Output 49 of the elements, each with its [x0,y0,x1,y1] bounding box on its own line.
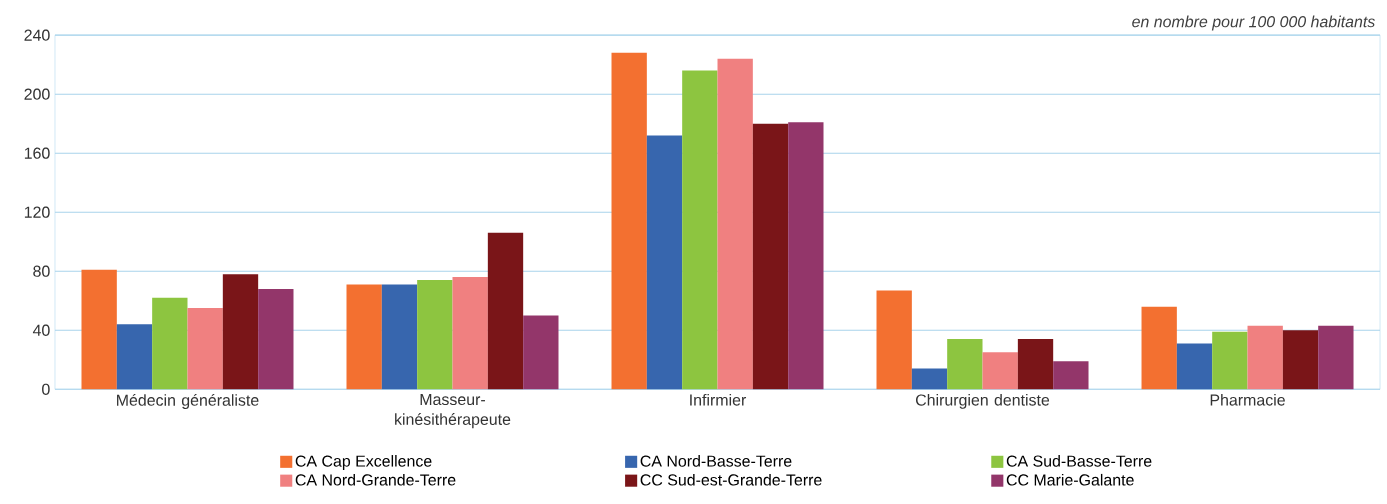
bar [417,280,453,390]
bar [682,70,718,390]
bar [381,284,418,390]
bar [487,232,524,390]
bar [788,122,824,390]
bar [1247,325,1283,390]
bar [646,135,683,390]
bar [752,123,789,390]
bar [911,368,948,390]
x-tick-label: Médecin généraliste [117,393,259,409]
x-tick-label: Masseur-kinésithérapeute [395,393,511,429]
y-tick-label: 0 [42,383,50,395]
legend-label: CA Nord-Grande-Terre [295,473,456,486]
bar [187,308,223,390]
bar [258,288,294,390]
bar [982,352,1018,390]
bar [222,274,259,390]
y-tick-label: 80 [33,265,50,277]
bar [81,269,117,390]
x-tick-label: Pharmacie [1210,393,1285,406]
x-tick-label: Chirurgien dentiste [915,393,1050,409]
bar [947,339,983,390]
y-tick-label: 160 [24,147,50,159]
bar [1053,361,1089,390]
y-tick-label: 120 [24,206,50,218]
bar [1282,330,1319,390]
y-tick-label: 40 [32,324,50,336]
legend-label: CC Marie-Galante [1006,473,1134,486]
bar [346,284,382,390]
bar [1318,325,1354,390]
legend-label: CA Cap Excellence [295,454,432,470]
bar [116,324,153,390]
x-tick-label: Infirmier [690,393,747,406]
legend-label: CA Sud-Basse-Terre [1006,454,1152,467]
y-tick-label: 200 [24,88,50,100]
bar [523,315,559,390]
bar [1176,343,1213,390]
bar [876,290,912,390]
text: en nombre pour 100 000 habitants [1132,15,1375,31]
bar [1141,306,1177,390]
y-tick-label: 240 [24,29,50,41]
legend-label: CA Nord-Basse-Terre [640,454,792,467]
bar [611,52,647,390]
bar [1212,331,1248,390]
bar [152,297,188,390]
bar [452,277,488,390]
bar [717,58,753,390]
legend-label: CC Sud-est-Grande-Terre [640,473,822,486]
bar [1017,339,1054,390]
